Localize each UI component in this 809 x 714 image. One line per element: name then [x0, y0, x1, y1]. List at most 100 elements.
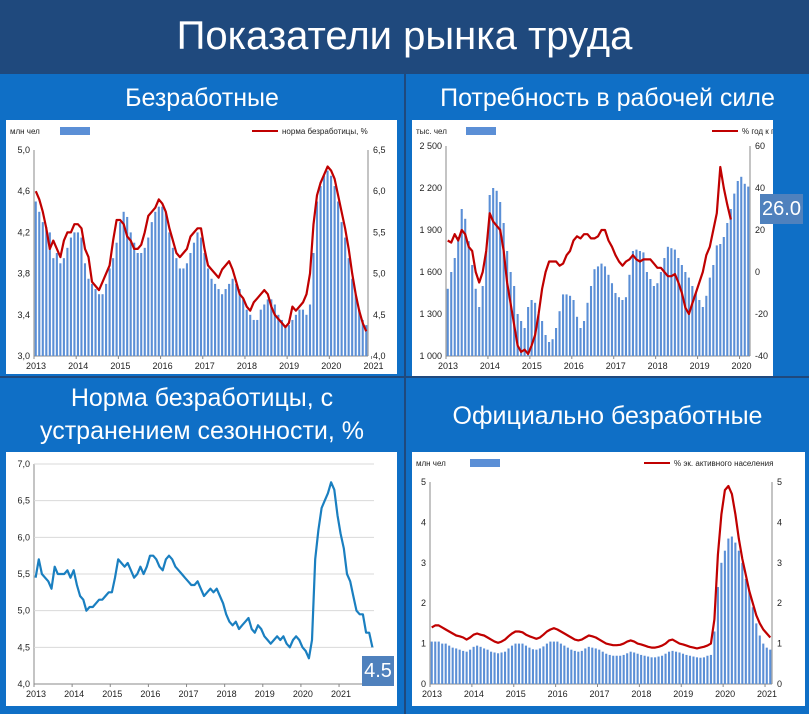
bar: [203, 253, 206, 356]
bar: [640, 654, 643, 684]
bar: [347, 258, 350, 356]
bar: [171, 247, 174, 356]
x-tick-label: 2017: [195, 361, 215, 371]
bar: [266, 299, 269, 356]
bar: [603, 266, 607, 356]
bar: [702, 657, 705, 684]
bar: [517, 643, 521, 684]
bar: [643, 655, 646, 684]
bar: [594, 648, 597, 684]
bar: [210, 278, 213, 356]
x-tick-label: 2016: [548, 689, 568, 699]
bar: [217, 289, 220, 356]
legend-left-label: млн чел: [416, 459, 446, 468]
bar: [562, 294, 565, 356]
bar: [549, 641, 552, 684]
y-tick-label-left: 7,0: [17, 459, 30, 469]
bar: [108, 268, 111, 356]
bar: [73, 232, 76, 356]
bar: [105, 283, 108, 356]
bar: [284, 325, 287, 356]
bar: [659, 272, 662, 356]
bar: [238, 289, 241, 356]
bar: [642, 252, 645, 356]
bar: [294, 314, 297, 356]
bar: [624, 297, 628, 356]
bar: [656, 283, 659, 356]
bar: [709, 654, 712, 684]
y-tick-label-left: 4: [421, 517, 426, 527]
bar: [575, 316, 579, 356]
bar: [126, 216, 129, 356]
bar: [458, 649, 461, 684]
bar: [94, 289, 97, 356]
bar: [758, 635, 761, 684]
bar: [471, 265, 474, 356]
bar: [178, 268, 181, 356]
bar: [97, 294, 101, 356]
bar: [687, 277, 690, 356]
y-tick-label-left: 1 900: [419, 225, 442, 235]
bar: [136, 253, 139, 356]
bar: [76, 232, 80, 356]
bar: [622, 654, 625, 684]
bar: [351, 278, 354, 356]
chart-unemployment-rate: 4,0 4,5 5,0 5,5 6,0 6,5 7,0 2013 2014 2015 2016 201…: [6, 452, 397, 706]
bar: [483, 648, 486, 684]
bar: [185, 263, 188, 356]
x-tick-label: 2014: [64, 689, 84, 699]
bar: [762, 643, 765, 684]
bar: [460, 209, 463, 356]
bar: [147, 237, 150, 356]
y-tick-label-left: 6,0: [17, 532, 30, 542]
bar: [636, 653, 639, 684]
x-tick-label: 2020: [293, 689, 313, 699]
page-title: Показатели рынка труда: [0, 0, 809, 72]
bar: [235, 283, 238, 356]
y-tick-label-left: 2 200: [419, 183, 442, 193]
bar: [650, 657, 653, 684]
series-line: [447, 165, 732, 355]
bar: [610, 283, 614, 356]
x-tick-label: 2021: [331, 689, 351, 699]
x-tick-label: 2021: [364, 361, 384, 371]
bar: [506, 251, 509, 356]
bar: [713, 631, 716, 684]
bar: [631, 251, 634, 356]
bar: [476, 645, 479, 684]
bar: [715, 245, 718, 356]
bar: [182, 268, 185, 356]
bar: [441, 643, 444, 684]
bar: [556, 641, 559, 684]
y-tick-label-left: 5: [421, 477, 426, 487]
bar: [563, 645, 566, 684]
bar: [464, 218, 467, 356]
x-tick-label: 2018: [648, 361, 668, 371]
y-tick-label-right: -20: [755, 309, 768, 319]
bar: [617, 297, 621, 356]
bar: [722, 237, 725, 356]
bar: [566, 647, 569, 684]
bar: [55, 253, 58, 356]
bar: [589, 286, 593, 356]
bar: [273, 304, 276, 356]
bar: [621, 300, 624, 356]
y-tick-label-right: 5: [777, 477, 782, 487]
bar: [465, 651, 468, 684]
bar: [593, 269, 596, 356]
x-tick-label: 2021: [757, 689, 777, 699]
bar: [249, 314, 252, 356]
bar: [478, 307, 481, 356]
y-tick-label-left: 4,5: [17, 642, 30, 652]
bar: [633, 652, 636, 684]
bar: [619, 655, 622, 684]
legend-left-label: млн чел: [10, 127, 40, 136]
x-tick-label: 2014: [464, 689, 484, 699]
bar: [448, 645, 451, 684]
bar: [729, 209, 732, 356]
bar: [726, 223, 729, 356]
bar: [635, 249, 638, 356]
y-tick-label-right: 60: [755, 141, 765, 151]
chart-official-unemployed: 0 1 2 3 4 5 0 1 2 3 4 5 2013 2014 2015 2016 2017 2018 2019…: [412, 452, 805, 706]
bar: [600, 263, 603, 356]
